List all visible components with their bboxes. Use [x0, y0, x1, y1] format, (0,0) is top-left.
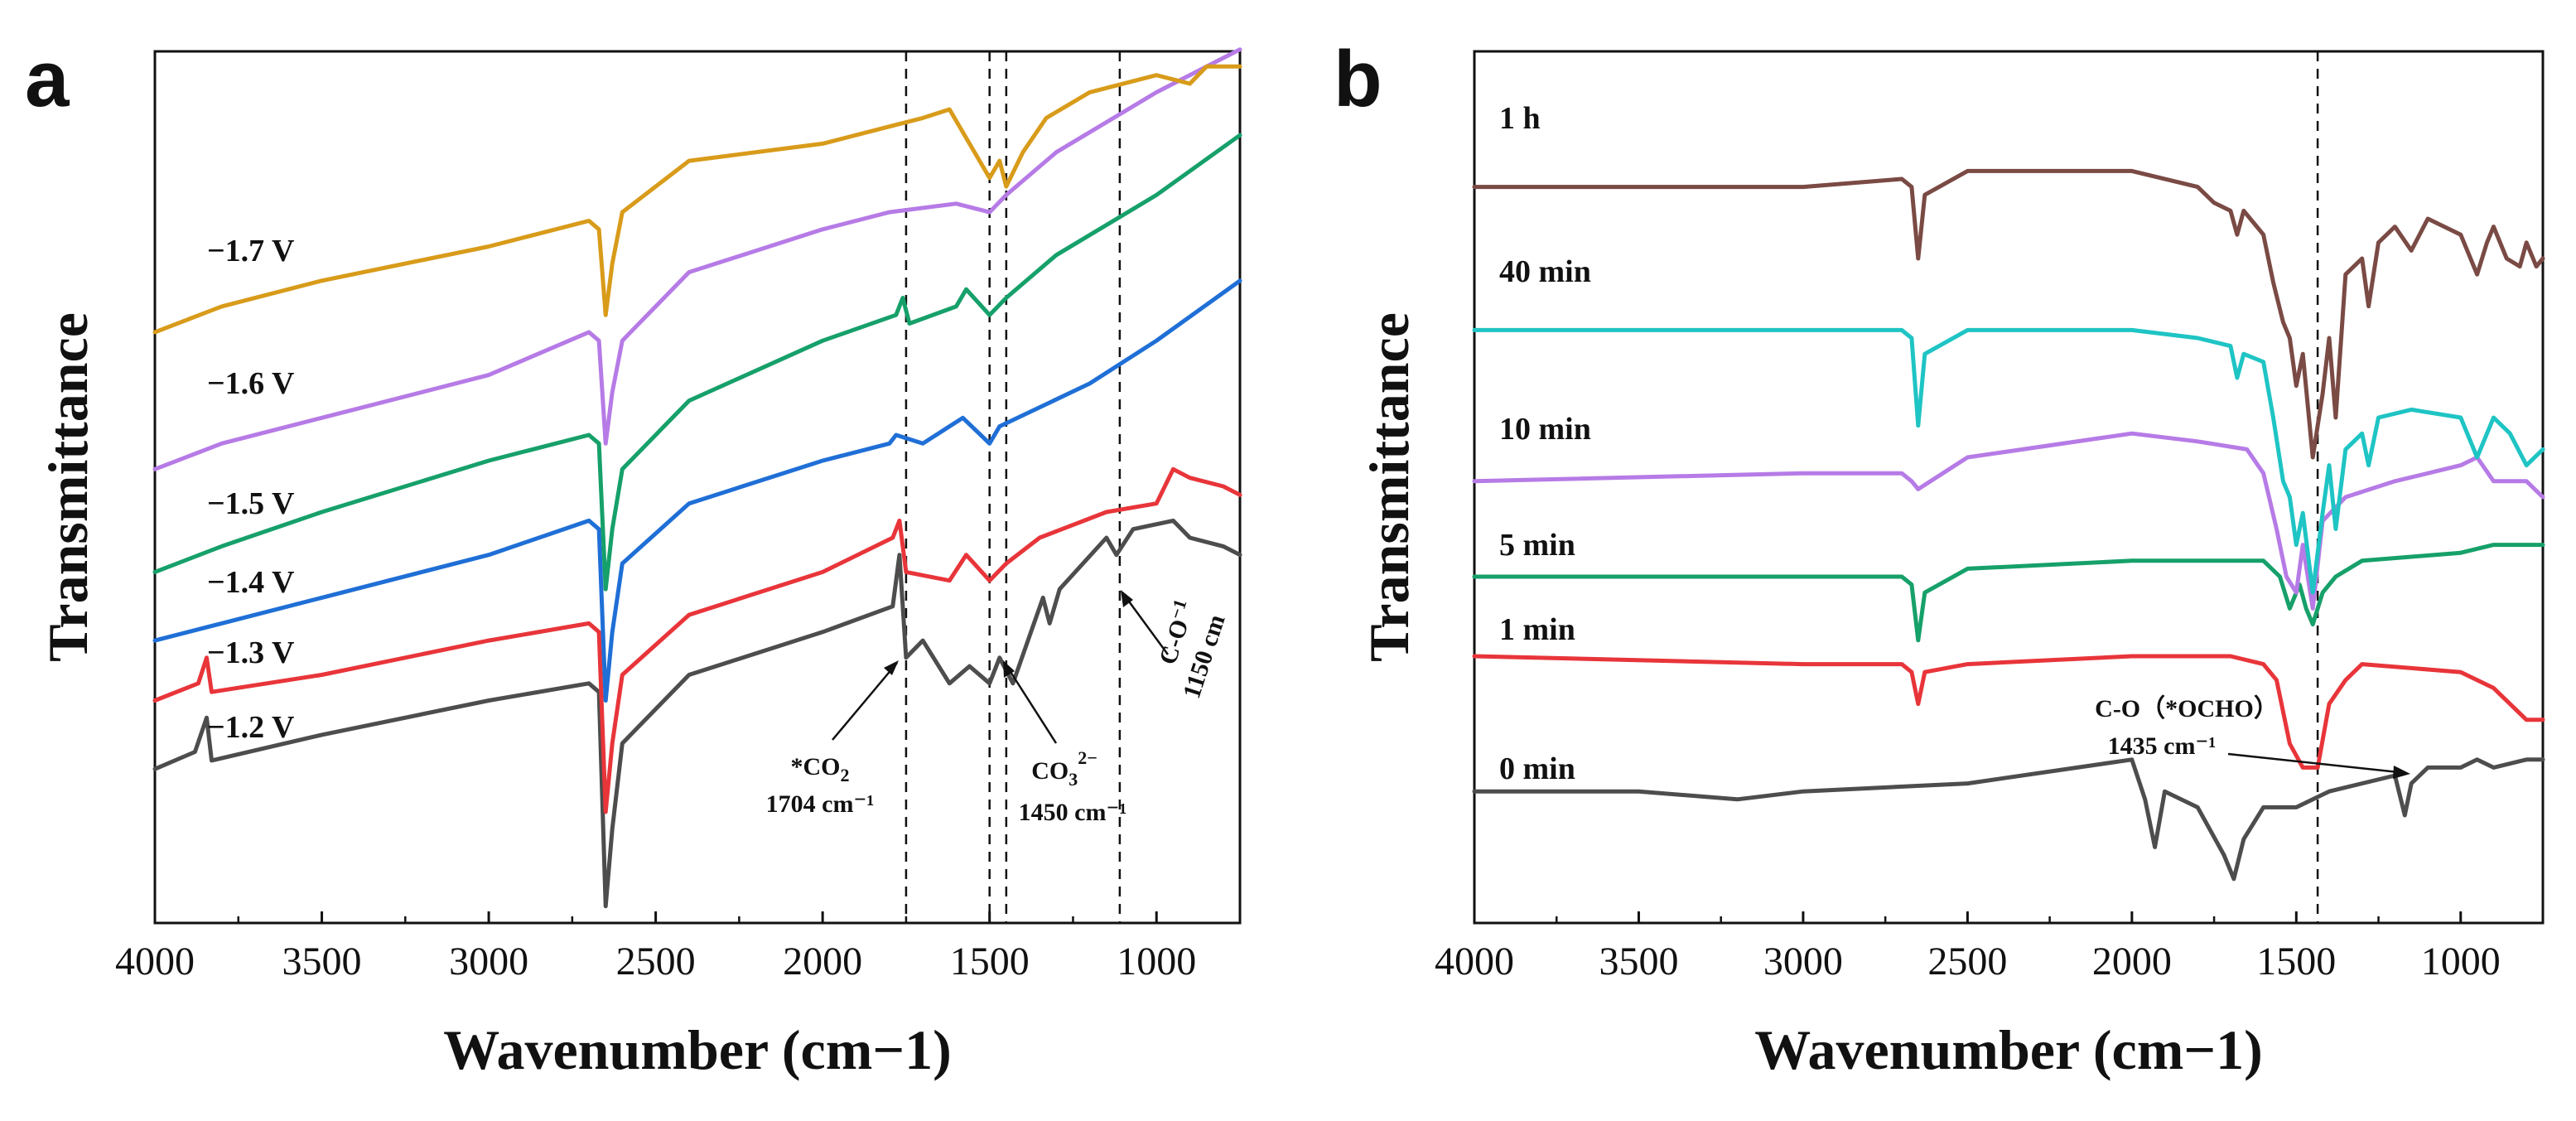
panel-a: a 4000 3500 3000 2500 2000 1500 1000 −1.2 V−1.…	[25, 35, 1242, 1081]
x-tick-label-a-3: 2500	[616, 940, 696, 983]
reference-lines-a	[904, 51, 1122, 923]
series-group-b	[1472, 168, 2545, 882]
series-label-a-4: −1.6 V	[207, 366, 295, 401]
y-axis-title-b: Transmittance	[1358, 312, 1421, 662]
series-label-a-3: −1.5 V	[207, 486, 295, 521]
annotation-ocho: C-O（*OCHO） 1435 cm⁻¹	[2095, 694, 2410, 779]
annotation-arrow-ocho	[2227, 752, 2407, 775]
series-line-a-3	[152, 133, 1242, 592]
x-tick-label-b-2: 3000	[1763, 940, 1843, 983]
series-line-b-3	[1472, 431, 2545, 611]
plot-frame-b	[1473, 50, 2545, 925]
series-line-b-1	[1472, 654, 2545, 770]
annotation-arrowhead-co3	[1003, 660, 1015, 678]
series-line-b-0	[1472, 757, 2545, 882]
series-labels-a: −1.2 V −1.3 V −1.4 V −1.5 V −1.6 V −1.7 V	[207, 234, 295, 745]
x-ticks-b: 4000 3500 3000 2500 2000 1500 1000	[1435, 911, 2501, 983]
x-tick-label-a-6: 1000	[1117, 940, 1196, 983]
annotation-co2-value: 1704 cm⁻¹	[766, 790, 875, 818]
annotation-co2: *CO2 1704 cm⁻¹	[766, 660, 899, 818]
x-tick-label-a-5: 1500	[950, 940, 1030, 983]
plot-frame-a	[153, 50, 1242, 925]
x-tick-label-b-4: 2000	[2092, 940, 2172, 983]
series-label-b-3: 10 min	[1499, 412, 1591, 447]
series-line-a-2	[152, 278, 1242, 703]
series-label-b-0: 0 min	[1499, 751, 1575, 786]
series-line-a-1	[152, 466, 1242, 814]
annotation-co3-value: 1450 cm⁻¹	[1019, 799, 1127, 826]
series-label-b-5: 1 h	[1499, 101, 1541, 136]
annotation-arrow-co	[1121, 592, 1170, 655]
x-tick-label-a-4: 2000	[783, 940, 862, 983]
series-label-b-1: 1 min	[1499, 612, 1575, 647]
annotation-ocho-label: C-O（*OCHO）	[2095, 694, 2279, 722]
x-tick-label-b-0: 4000	[1435, 940, 1514, 983]
x-axis-title-a: Wavenumber (cm−1)	[443, 1018, 952, 1081]
panel-b: b 4000 3500 3000 2500 2000 1500 1000 0 min 1 mi…	[1334, 35, 2545, 1081]
series-line-b-4	[1472, 327, 2545, 595]
series-line-a-0	[152, 518, 1242, 909]
series-labels-b: 0 min 1 min 5 min 10 min 40 min 1 h	[1499, 101, 1591, 786]
annotation-co3: CO32− 1450 cm⁻¹	[1003, 660, 1126, 826]
x-axis-title-b: Wavenumber (cm−1)	[1754, 1018, 2263, 1081]
annotation-co3-sup: 2−	[1078, 747, 1097, 768]
annotation-arrowhead-ocho	[2393, 766, 2410, 779]
annotation-arrow-co3	[1003, 662, 1058, 744]
series-label-a-0: −1.2 V	[207, 710, 295, 745]
series-label-b-4: 40 min	[1499, 254, 1591, 289]
series-label-a-1: −1.3 V	[207, 635, 295, 670]
panel-letter-b: b	[1334, 35, 1382, 123]
x-tick-label-b-5: 1500	[2256, 940, 2336, 983]
y-axis-title-a: Transmittance	[36, 312, 99, 662]
annotation-co2-text: *CO	[791, 753, 841, 780]
annotation-co-1150: C-O−1 1150 cm	[1121, 590, 1231, 702]
x-tick-label-a-1: 3500	[282, 940, 362, 983]
series-label-b-2: 5 min	[1499, 528, 1575, 563]
series-line-a-5	[152, 64, 1242, 335]
annotation-arrowhead-co	[1121, 590, 1133, 607]
series-label-a-5: −1.7 V	[207, 234, 295, 268]
series-group-a	[152, 47, 1242, 909]
annotation-co3-sub: 3	[1069, 769, 1078, 790]
series-line-b-5	[1472, 168, 2545, 460]
series-label-a-2: −1.4 V	[207, 565, 295, 600]
annotation-co3-text: CO	[1031, 757, 1069, 785]
x-tick-label-a-0: 4000	[115, 940, 195, 983]
annotation-arrowhead-co2	[884, 660, 899, 675]
panel-letter-a: a	[25, 35, 70, 123]
x-tick-label-b-3: 2500	[1927, 940, 2007, 983]
x-tick-label-b-1: 3500	[1599, 940, 1678, 983]
x-tick-label-a-2: 3000	[449, 940, 528, 983]
x-tick-label-b-6: 1000	[2421, 940, 2501, 983]
annotation-ocho-value: 1435 cm⁻¹	[2108, 732, 2217, 760]
series-line-b-2	[1472, 543, 2545, 643]
annotation-co2-sub: 2	[841, 765, 850, 785]
x-ticks-a: 4000 3500 3000 2500 2000 1500 1000	[115, 911, 1196, 983]
series-line-a-4	[152, 47, 1242, 471]
annotation-co3-label: CO32−	[1031, 747, 1097, 790]
annotation-arrow-co2	[832, 662, 898, 741]
annotation-co2-label: *CO2	[791, 753, 850, 785]
